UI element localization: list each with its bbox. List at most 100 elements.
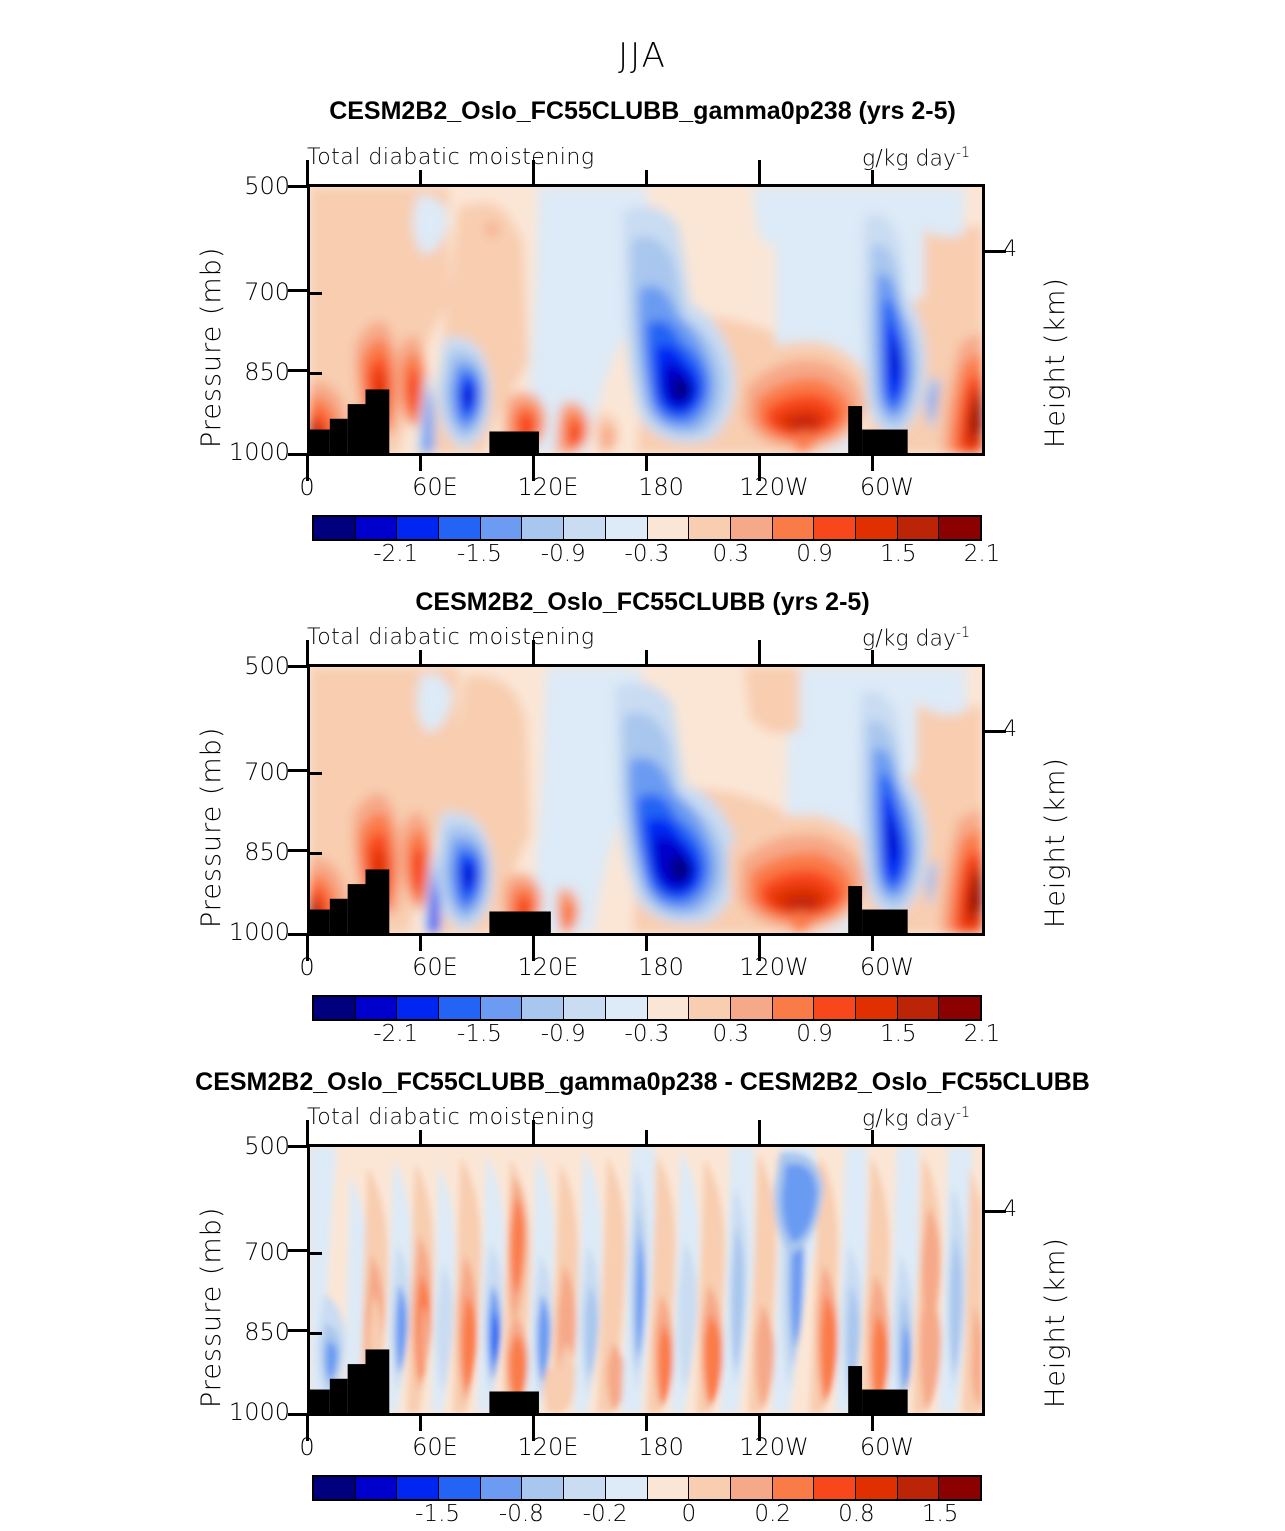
panel-1-ylabel-right: Height (km) [1040,277,1071,448]
panel-1-plot [307,184,985,456]
panel-3-ytick-mark-850 [288,1329,310,1332]
panel-2-xtick-top-90 [645,650,648,666]
colorbar-3-segment-5 [522,1477,565,1499]
panel-2-xtick-0 [306,935,309,961]
colorbar-3-segment-11 [772,1477,815,1499]
season-title: JJA [618,36,667,76]
panel-1-xtick-top-60 [532,160,535,186]
panel-3-colorbar-ticks: -1.5 -0.8 -0.2 0 0.2 0.8 1.5 [312,1501,982,1527]
panel-2-xlabel-60W: 60W [859,953,915,981]
panel-3-title: CESM2B2_Oslo_FC55CLUBB_gamma0p238 - CESM… [195,1068,1090,1096]
panel-2-xtick-150 [871,935,874,951]
colorbar-2-tick-3: -0.3 [624,1021,670,1047]
panel-1-units: g/kg day-1 [862,145,970,171]
panel-3-xtick-top-60 [532,1120,535,1146]
colorbar-2-segment-0 [314,997,356,1019]
colorbar-2-tick-0: -2.1 [373,1021,419,1047]
panel-2-colorbar-ticks: -2.1 -1.5 -0.9 -0.3 0.3 0.9 1.5 2.1 [312,1021,1000,1047]
colorbar-1-segment-7 [605,517,648,539]
colorbar-3-tick-2: -0.2 [582,1501,628,1527]
colorbar-2-segment-2 [397,997,440,1019]
colorbar-1-segment-5 [522,517,565,539]
panel-2-units-exponent: -1 [956,625,970,641]
panel-1-field-label: Total diabatic moistening [307,145,595,170]
colorbar-2-segment-10 [730,997,773,1019]
panel-2-xlabel-120W: 120W [739,953,809,981]
panel-2-xtick-top-150 [871,650,874,666]
colorbar-2-tick-6: 1.5 [879,1021,917,1047]
colorbar-2-segment-8 [647,997,690,1019]
panel-1-xtick-top-90 [645,170,648,186]
panel-1-xlabel-120E: 120E [517,473,579,501]
panel-2-ytick-mark-850 [288,849,310,852]
panel-1-contour-field [310,187,982,453]
panel-2-xlabel-120E: 120E [517,953,579,981]
colorbar-3-segment-1 [355,1477,398,1499]
panel-1-xtick-top-120 [758,160,761,186]
panel-3-xtick-30 [419,1415,422,1431]
panel-2-xlabel-60E: 60E [412,953,458,981]
panel-3-ytick-mark-700 [288,1249,310,1252]
colorbar-1-tick-5: 0.9 [796,541,833,567]
panel-1-tick-850 [310,372,322,375]
panel-2-xtick-120 [758,935,761,961]
panel-1-xlabel-60E: 60E [412,473,458,501]
panel-3-tick-700 [310,1252,322,1255]
colorbar-1-segment-10 [730,517,773,539]
panel-3-ytick-850: 850 [244,1318,290,1346]
panel-2-ytick-mark-1000 [288,933,310,936]
panel-3-xtick-120 [758,1415,761,1441]
panel-2-tick-700 [310,772,322,775]
panel-2-xtick-top-120 [758,640,761,666]
colorbar-3-tick-4: 0.2 [754,1501,791,1527]
colorbar-2-segment-1 [355,997,398,1019]
panel-2-xtick-top-30 [419,650,422,666]
colorbar-1-segment-9 [689,517,731,539]
colorbar-1-tick-0: -2.1 [373,541,419,567]
colorbar-2-segment-3 [439,997,481,1019]
panel-3-ylabel: Pressure (mb) [196,1206,227,1408]
panel-2-xlabel-180: 180 [638,953,684,981]
panel-3-xlabel-60W: 60W [859,1433,915,1461]
panel-3-rtick-mark-4 [984,1210,1006,1213]
colorbar-2-segment-5 [522,997,565,1019]
colorbar-3-tick-6: 1.5 [921,1501,959,1527]
colorbar-1-tick-7: 2.1 [963,541,1001,567]
panel-2-title: CESM2B2_Oslo_FC55CLUBB (yrs 2-5) [415,588,870,616]
panel-1-tick-700 [310,292,322,295]
panel-3-xtick-0 [306,1415,309,1441]
panel-1-ytick-1000: 1000 [228,438,290,466]
panel-2-xlabel-0: 0 [299,953,315,981]
panel-3-topography-mask [310,1349,908,1413]
colorbar-3-segment-4 [480,1477,523,1499]
colorbar-1-segment-13 [855,517,898,539]
colorbar-1-tick-3: -0.3 [624,541,670,567]
panel-3-ytick-1000: 1000 [228,1398,290,1426]
colorbar-3-segment-15 [939,1477,980,1499]
panel-1-xtick-90 [645,455,648,471]
colorbar-2-segment-14 [897,997,940,1019]
panel-3-xtick-top-120 [758,1120,761,1146]
colorbar-2-tick-2: -0.9 [540,1021,586,1047]
colorbar-2-segment-9 [689,997,731,1019]
panel-1-ytick-mark-850 [288,369,310,372]
colorbar-3-tick-5: 0.8 [838,1501,875,1527]
colorbar-2-tick-7: 2.1 [963,1021,1001,1047]
panel-1-ytick-850: 850 [244,358,290,386]
panel-1-units-exponent: -1 [956,145,970,161]
panel-2-units-text: g/kg day [862,626,957,652]
panel-3-tick-850 [310,1332,322,1335]
panel-2-xtick-top-60 [532,640,535,666]
colorbar-3-tick-0: -1.5 [415,1501,461,1527]
panel-3-xtick-150 [871,1415,874,1431]
panel-2-tick-850 [310,852,322,855]
panel-3-xtick-60 [532,1415,535,1441]
colorbar-1-tick-4: 0.3 [712,541,750,567]
colorbar-1-tick-6: 1.5 [879,541,917,567]
colorbar-1-segment-8 [647,517,690,539]
colorbar-3-segment-0 [314,1477,356,1499]
colorbar-2-segment-4 [480,997,523,1019]
panel-1-title: CESM2B2_Oslo_FC55CLUBB_gamma0p238 (yrs 2… [329,97,956,125]
panel-1-colorbar-ticks: -2.1 -1.5 -0.9 -0.3 0.3 0.9 1.5 2.1 [312,541,1000,567]
colorbar-3-segment-10 [730,1477,773,1499]
